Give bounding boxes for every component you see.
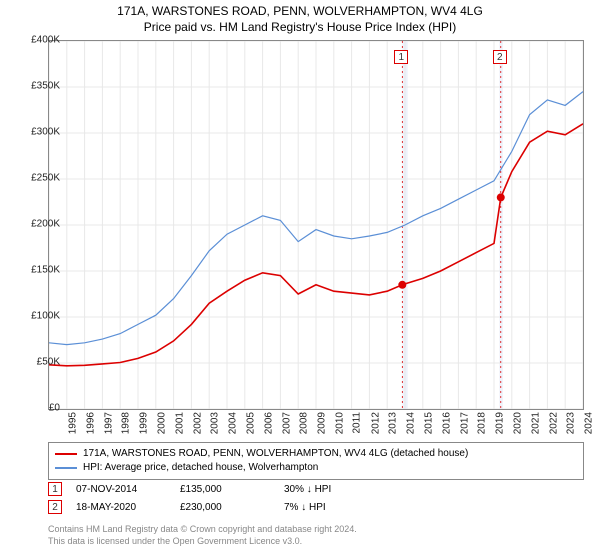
event-row-1: 1 07-NOV-2014 £135,000 30% ↓ HPI: [48, 482, 584, 496]
x-tick-label: 2010: [334, 412, 345, 434]
y-tick-label: £150K: [31, 265, 60, 276]
x-tick-label: 2014: [405, 412, 416, 434]
x-tick-label: 2020: [512, 412, 523, 434]
x-tick-label: 2002: [192, 412, 203, 434]
x-tick-label: 2011: [351, 412, 362, 434]
x-tick-label: 2012: [370, 412, 381, 434]
x-tick-label: 2003: [210, 412, 221, 434]
x-tick-label: 2005: [245, 412, 256, 434]
x-tick-label: 2021: [530, 412, 541, 434]
x-tick-label: 2009: [316, 412, 327, 434]
y-tick-label: £300K: [31, 127, 60, 138]
legend-item-property: 171A, WARSTONES ROAD, PENN, WOLVERHAMPTO…: [55, 447, 577, 461]
chart-area: [48, 40, 584, 410]
event-date-1: 07-NOV-2014: [76, 484, 166, 495]
footer: Contains HM Land Registry data © Crown c…: [48, 524, 584, 547]
event-price-1: £135,000: [180, 484, 270, 495]
legend: 171A, WARSTONES ROAD, PENN, WOLVERHAMPTO…: [48, 442, 584, 480]
x-tick-label: 1995: [67, 412, 78, 434]
legend-label-hpi: HPI: Average price, detached house, Wolv…: [83, 461, 318, 475]
title-line2: Price paid vs. HM Land Registry's House …: [4, 20, 596, 36]
event-date-2: 18-MAY-2020: [76, 502, 166, 513]
legend-swatch-property: [55, 453, 77, 455]
x-tick-label: 2007: [281, 412, 292, 434]
event-price-2: £230,000: [180, 502, 270, 513]
legend-label-property: 171A, WARSTONES ROAD, PENN, WOLVERHAMPTO…: [83, 447, 468, 461]
legend-item-hpi: HPI: Average price, detached house, Wolv…: [55, 461, 577, 475]
x-tick-label: 1996: [85, 412, 96, 434]
event-marker-2: 2: [48, 500, 62, 514]
x-tick-label: 2006: [263, 412, 274, 434]
x-tick-label: 1997: [103, 412, 114, 434]
x-tick-label: 2017: [459, 412, 470, 434]
event-marker-1: 1: [48, 482, 62, 496]
x-tick-label: 2004: [227, 412, 238, 434]
event-row-2: 2 18-MAY-2020 £230,000 7% ↓ HPI: [48, 500, 584, 514]
y-tick-label: £100K: [31, 311, 60, 322]
title-line1: 171A, WARSTONES ROAD, PENN, WOLVERHAMPTO…: [4, 4, 596, 20]
footer-line2: This data is licensed under the Open Gov…: [48, 536, 584, 548]
legend-swatch-hpi: [55, 467, 77, 469]
x-tick-label: 2013: [388, 412, 399, 434]
x-tick-label: 2001: [174, 412, 185, 434]
y-tick-label: £50K: [37, 357, 60, 368]
x-tick-label: 2015: [423, 412, 434, 434]
x-tick-label: 2022: [548, 412, 559, 434]
x-tick-label: 2016: [441, 412, 452, 434]
chart-svg: [49, 41, 583, 409]
y-tick-label: £400K: [31, 35, 60, 46]
x-tick-label: 2019: [494, 412, 505, 434]
footer-line1: Contains HM Land Registry data © Crown c…: [48, 524, 584, 536]
events-table: 1 07-NOV-2014 £135,000 30% ↓ HPI 2 18-MA…: [48, 482, 584, 518]
x-tick-label: 2018: [477, 412, 488, 434]
x-tick-label: 2024: [583, 412, 594, 434]
chart-event-marker: 2: [493, 50, 507, 64]
y-tick-label: £200K: [31, 219, 60, 230]
event-change-2: 7% ↓ HPI: [284, 502, 374, 513]
y-tick-label: £250K: [31, 173, 60, 184]
x-tick-label: 2008: [299, 412, 310, 434]
chart-title: 171A, WARSTONES ROAD, PENN, WOLVERHAMPTO…: [4, 4, 596, 35]
x-tick-label: 1998: [121, 412, 132, 434]
event-change-1: 30% ↓ HPI: [284, 484, 374, 495]
x-tick-label: 2023: [566, 412, 577, 434]
x-tick-label: 1999: [138, 412, 149, 434]
chart-event-marker: 1: [394, 50, 408, 64]
y-tick-label: £0: [49, 403, 60, 414]
x-tick-label: 2000: [156, 412, 167, 434]
y-tick-label: £350K: [31, 81, 60, 92]
